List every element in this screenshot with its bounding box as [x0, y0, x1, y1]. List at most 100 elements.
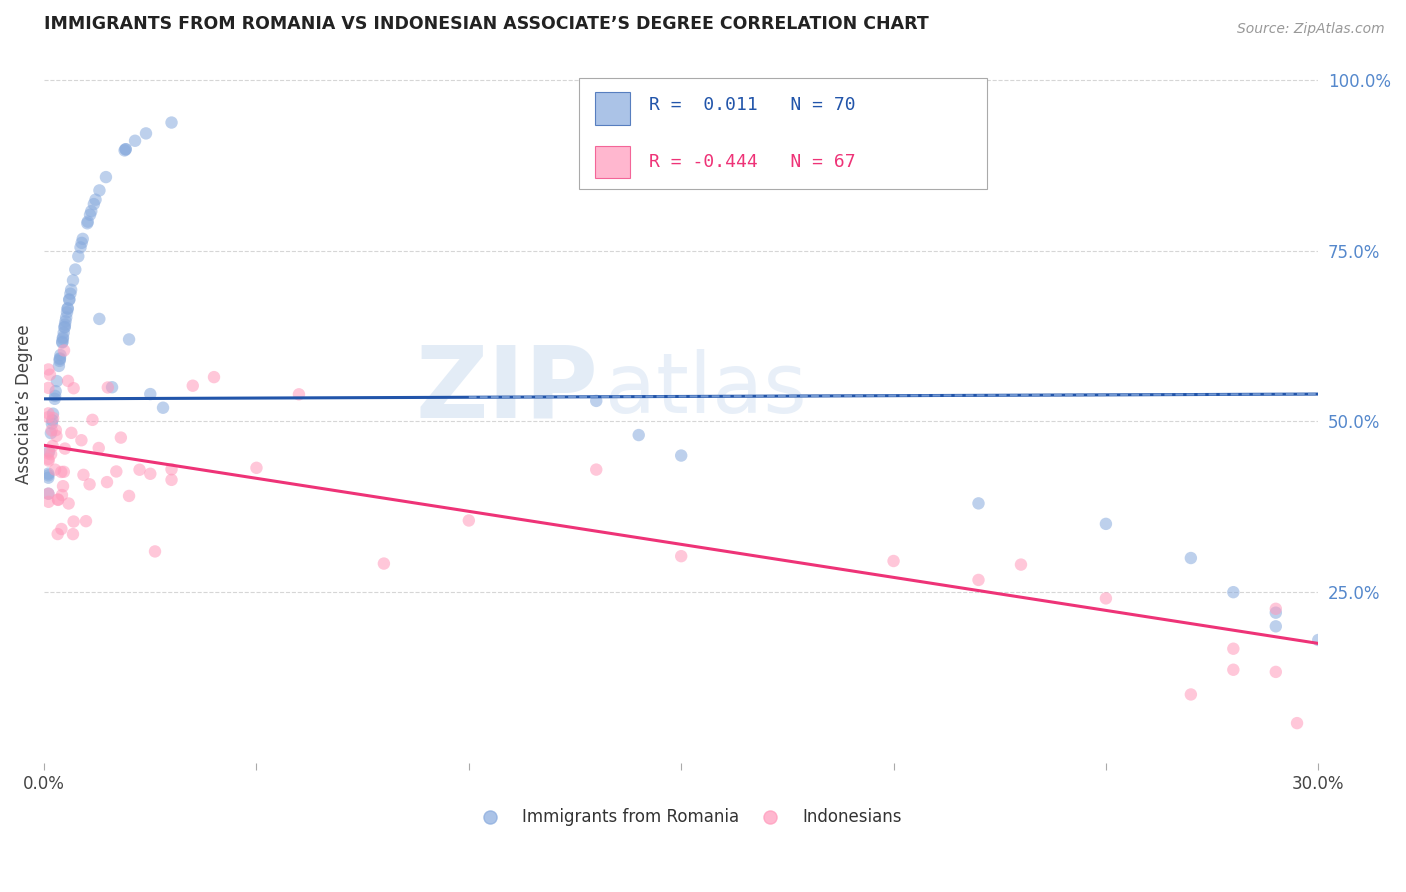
Point [1180, 551, 1202, 566]
Point [65, 262, 87, 277]
Point [52, 332, 75, 346]
Point [45, 374, 67, 388]
Point [62, 527, 84, 541]
Point [79, 477, 101, 491]
Point [46, 492, 69, 507]
Text: Source: ZipAtlas.com: Source: ZipAtlas.com [1237, 22, 1385, 37]
Point [457, 514, 479, 528]
Point [44, 463, 66, 477]
Point [37, 452, 59, 467]
Point [37, 446, 59, 460]
Point [89, 183, 111, 197]
Point [1095, 591, 1118, 606]
Point [46, 492, 69, 507]
Point [56, 305, 79, 319]
Point [585, 462, 607, 476]
Text: Immigrants from Romania: Immigrants from Romania [522, 808, 740, 826]
Point [80, 204, 103, 219]
Point [38, 444, 60, 458]
Point [37, 410, 59, 425]
Point [627, 428, 650, 442]
Point [37, 468, 59, 483]
Point [883, 554, 905, 568]
Point [143, 544, 166, 558]
Point [51, 522, 73, 536]
Point [45, 423, 67, 437]
Point [118, 333, 141, 347]
Point [56, 301, 79, 316]
Point [51, 335, 73, 350]
Point [37, 486, 59, 500]
Point [89, 312, 111, 326]
Point [1308, 632, 1330, 647]
Point [52, 326, 75, 340]
Point [124, 134, 146, 148]
Point [59, 286, 82, 301]
Point [52, 465, 75, 479]
Point [53, 343, 76, 358]
Text: IMMIGRANTS FROM ROMANIA VS INDONESIAN ASSOCIATE’S DEGREE CORRELATION CHART: IMMIGRANTS FROM ROMANIA VS INDONESIAN AS… [44, 15, 929, 33]
Point [1222, 585, 1244, 599]
Point [53, 320, 76, 334]
Point [39, 426, 62, 441]
Point [58, 293, 80, 307]
Point [48, 354, 70, 368]
Point [79, 208, 101, 222]
Point [37, 362, 59, 376]
Point [62, 273, 84, 287]
Point [84, 193, 107, 207]
Point [135, 127, 157, 141]
Point [114, 144, 136, 158]
Point [48, 359, 70, 373]
FancyBboxPatch shape [595, 92, 630, 125]
Point [139, 387, 162, 401]
Point [60, 283, 83, 297]
Point [41, 413, 63, 427]
Point [60, 425, 83, 440]
Point [1095, 516, 1118, 531]
Point [160, 115, 183, 129]
Point [37, 406, 59, 420]
Point [1010, 558, 1032, 572]
Point [53, 442, 76, 456]
Point [128, 463, 150, 477]
Point [110, 431, 132, 445]
Point [42, 407, 65, 421]
Text: ZIP: ZIP [416, 342, 599, 439]
Point [76, 216, 98, 230]
Point [49, 351, 72, 366]
Point [202, 370, 225, 384]
Point [37, 381, 59, 395]
Point [118, 489, 141, 503]
Point [114, 142, 136, 156]
Point [69, 240, 91, 254]
Point [152, 401, 174, 415]
Point [70, 434, 93, 448]
Point [49, 352, 72, 367]
Point [44, 389, 66, 403]
Point [96, 475, 118, 489]
Text: R = -0.444   N = 67: R = -0.444 N = 67 [650, 153, 856, 171]
Point [41, 439, 63, 453]
Point [58, 496, 80, 510]
Point [101, 380, 124, 394]
Point [41, 423, 63, 437]
Text: R =  0.011   N = 70: R = 0.011 N = 70 [650, 96, 856, 114]
Point [38, 453, 60, 467]
Point [669, 449, 692, 463]
Point [967, 573, 990, 587]
Point [1222, 663, 1244, 677]
Point [46, 527, 69, 541]
FancyBboxPatch shape [579, 78, 987, 189]
Y-axis label: Associate’s Degree: Associate’s Degree [15, 325, 32, 484]
Point [288, 387, 311, 401]
Point [56, 301, 79, 316]
Point [58, 293, 80, 307]
Point [160, 462, 183, 476]
Point [76, 214, 98, 228]
Point [55, 314, 77, 328]
Point [45, 429, 67, 443]
Point [87, 441, 110, 455]
Point [37, 471, 59, 485]
Point [373, 557, 395, 571]
